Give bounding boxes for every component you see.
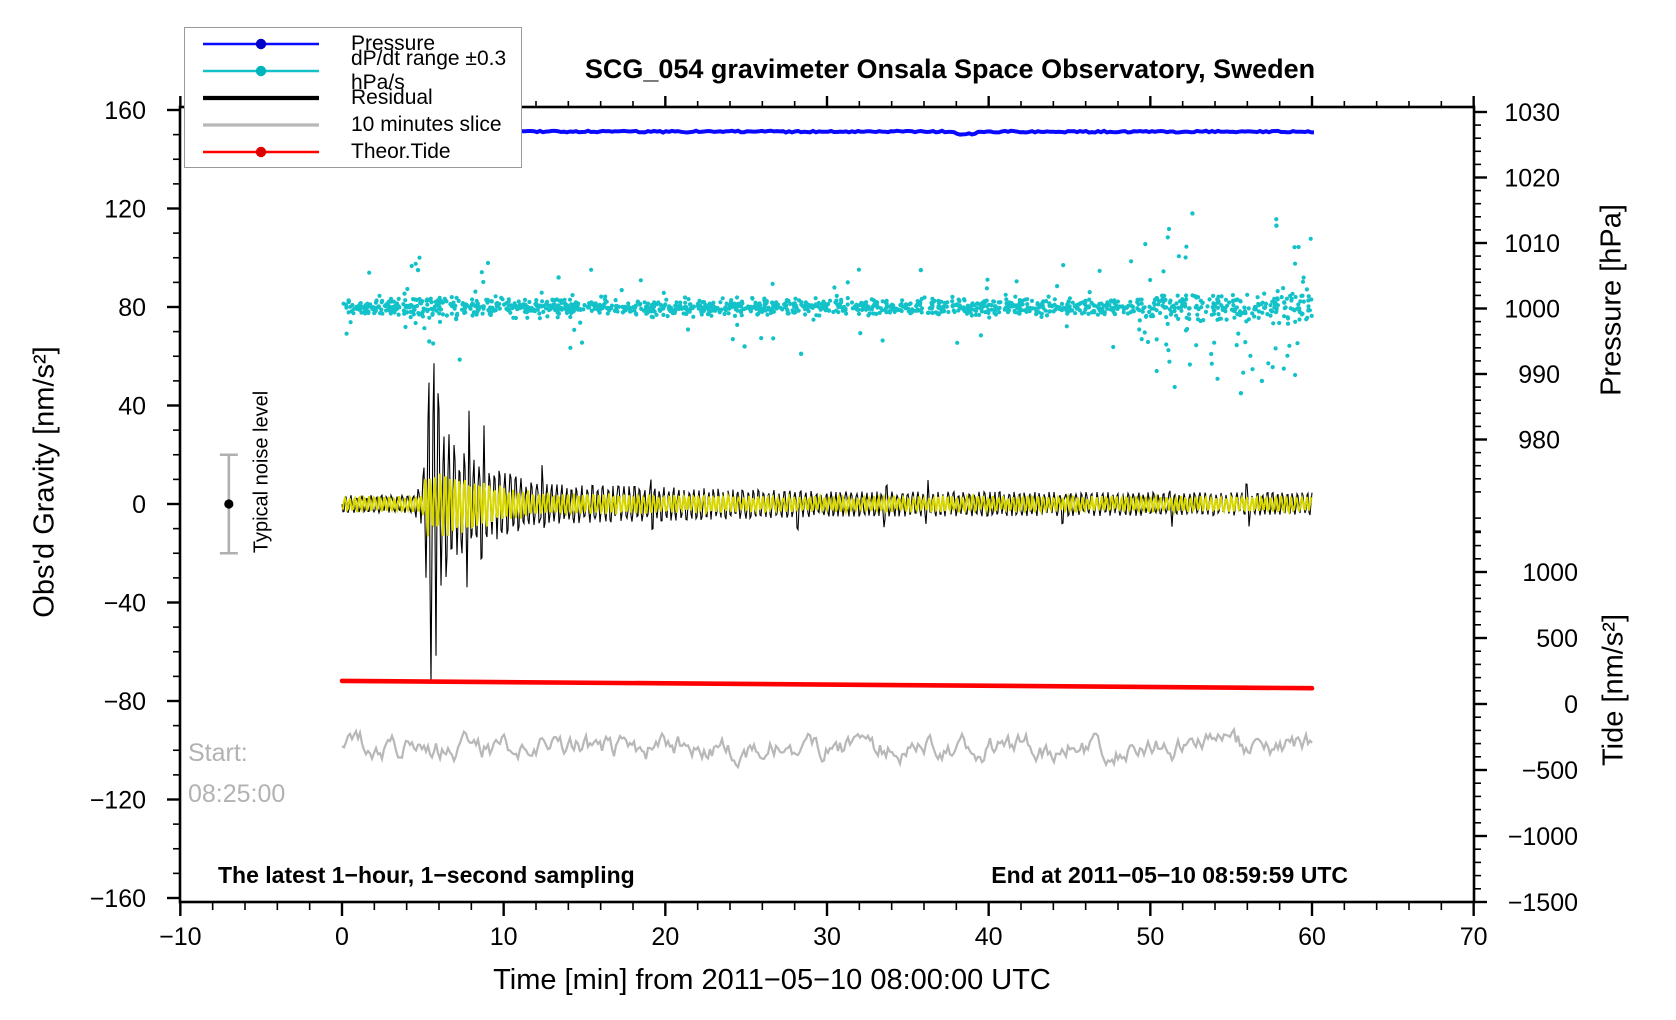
- tide-tick-label: 1000: [1522, 559, 1578, 587]
- legend-label: Pressure: [351, 31, 436, 55]
- gravity-tick-label: −80: [104, 688, 146, 716]
- gravity-tick-label: 120: [104, 196, 146, 224]
- legend-item-slice: 10 minutes slice: [185, 112, 521, 138]
- x-tick-label: 0: [335, 923, 349, 951]
- legend-sample-dpdt: [203, 65, 319, 76]
- start-time-label: Start: 08:25:00: [188, 733, 285, 815]
- legend: Pressure dP/dt range ±0.3 hPa/s Residual…: [184, 27, 522, 168]
- pressure-tick-label: 1020: [1504, 165, 1560, 193]
- y-axis-title-gravity: Obs'd Gravity [nm/s²]: [28, 346, 61, 618]
- pressure-tick-label: 990: [1518, 361, 1560, 389]
- legend-dot-icon: [255, 65, 267, 76]
- x-tick-label: 50: [1136, 923, 1164, 951]
- gravity-tick-label: 40: [118, 393, 146, 421]
- y-axis-title-pressure: Pressure [hPa]: [1595, 204, 1628, 396]
- legend-item-pressure: Pressure: [185, 31, 521, 57]
- noise-level-errorbar: [219, 453, 238, 555]
- gravity-tick-label: 80: [118, 294, 146, 322]
- pressure-tick-label: 1010: [1504, 230, 1560, 258]
- x-tick-label: 30: [813, 923, 841, 951]
- series-theor-tide: [339, 678, 1315, 691]
- noise-level-dot: [224, 499, 234, 509]
- legend-label: Theor.Tide: [351, 139, 451, 163]
- legend-label: Residual: [351, 85, 433, 109]
- start-label-line1: Start:: [188, 739, 248, 767]
- series-filtered-residual: [341, 473, 1313, 537]
- x-tick-label: 70: [1460, 923, 1488, 951]
- legend-sample-residual: [203, 95, 319, 100]
- x-axis-title: Time [min] from 2011−05−10 08:00:00 UTC: [493, 964, 1051, 996]
- gravity-tick-label: −120: [90, 787, 146, 815]
- legend-label: 10 minutes slice: [351, 112, 502, 136]
- pressure-tick-label: 980: [1518, 427, 1560, 455]
- legend-item-tide: Theor.Tide: [185, 139, 521, 165]
- x-tick-label: 60: [1298, 923, 1326, 951]
- legend-item-dpdt: dP/dt range ±0.3 hPa/s: [185, 47, 521, 94]
- legend-sample-tide: [203, 146, 319, 157]
- legend-label: dP/dt range ±0.3 hPa/s: [351, 46, 507, 94]
- gravity-tick-label: 160: [104, 97, 146, 125]
- x-tick-label: 20: [651, 923, 679, 951]
- legend-dot-icon: [255, 38, 267, 49]
- tide-tick-label: 0: [1564, 691, 1578, 719]
- footer-sampling-note: The latest 1−hour, 1−second sampling: [218, 862, 635, 888]
- gravity-tick-label: −40: [104, 590, 146, 618]
- y-axis-title-tide: Tide [nm/s²]: [1597, 613, 1630, 767]
- tide-tick-label: −1500: [1508, 889, 1578, 917]
- series-layer: [339, 128, 1315, 770]
- noise-level-label: Typical noise level: [250, 390, 273, 554]
- gravity-tick-label: 0: [132, 491, 146, 519]
- series-10min-slice: [341, 726, 1313, 770]
- footer-end-time: End at 2011−05−10 08:59:59 UTC: [991, 862, 1348, 888]
- x-tick-label: 40: [975, 923, 1003, 951]
- tide-tick-label: −1000: [1508, 823, 1578, 851]
- x-tick-label: 10: [490, 923, 518, 951]
- tide-tick-label: 500: [1536, 625, 1578, 653]
- pressure-tick-label: 1000: [1504, 296, 1560, 324]
- legend-dot-icon: [255, 146, 267, 157]
- series-dpdt-scatter: [341, 211, 1314, 396]
- x-tick-label: −10: [159, 923, 201, 951]
- start-label-line2: 08:25:00: [188, 780, 286, 808]
- tide-tick-label: −500: [1522, 757, 1578, 785]
- pressure-tick-label: 1030: [1504, 99, 1560, 127]
- axes-layer: −10 0 10 20 30 40 50 60 7016012080400−40−80−120−…: [90, 96, 1578, 951]
- legend-sample-slice: [203, 122, 319, 127]
- gravity-tick-label: −160: [90, 885, 146, 913]
- legend-sample-pressure: [203, 38, 319, 49]
- chart-title: SCG_054 gravimeter Onsala Space Observat…: [584, 54, 1316, 84]
- legend-item-residual: Residual: [185, 85, 521, 111]
